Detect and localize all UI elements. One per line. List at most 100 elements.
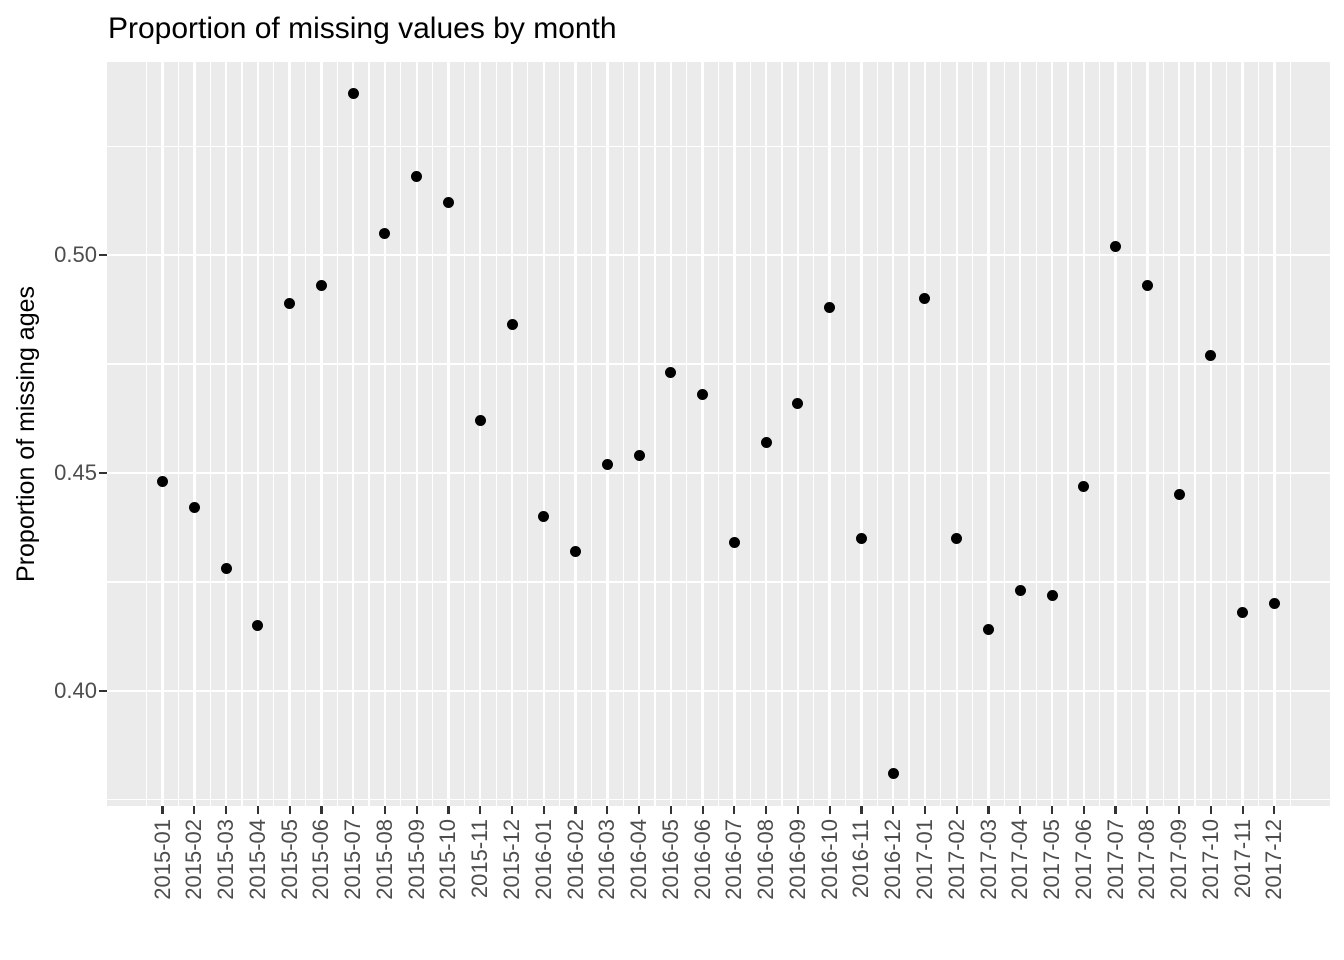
major-gridline-v bbox=[606, 62, 609, 806]
x-tick-label: 2015-06 bbox=[308, 819, 334, 900]
minor-gridline-v bbox=[1226, 62, 1228, 806]
x-tick-label: 2015-07 bbox=[340, 819, 366, 900]
data-point bbox=[887, 768, 899, 780]
x-axis-tick bbox=[765, 806, 768, 814]
data-point bbox=[188, 502, 200, 514]
y-tick-label: 0.45 bbox=[54, 460, 97, 485]
minor-gridline-v bbox=[590, 62, 593, 806]
minor-gridline-v bbox=[559, 62, 561, 806]
minor-gridline-v bbox=[717, 62, 720, 806]
x-axis-tick bbox=[1209, 806, 1212, 814]
x-axis-tick bbox=[415, 806, 418, 814]
minor-gridline-v bbox=[813, 62, 815, 806]
minor-gridline-v bbox=[749, 62, 751, 806]
x-axis-tick bbox=[1178, 806, 1181, 814]
x-tick-label: 2017-06 bbox=[1070, 819, 1096, 900]
major-gridline-v bbox=[351, 62, 355, 806]
x-axis-tick bbox=[256, 806, 259, 814]
minor-gridline-v bbox=[686, 62, 688, 806]
major-gridline-v bbox=[479, 62, 482, 806]
x-tick-label: 2016-01 bbox=[530, 819, 556, 900]
major-gridline-v bbox=[892, 62, 895, 806]
data-point bbox=[601, 458, 613, 470]
x-tick-label: 2016-06 bbox=[689, 819, 715, 900]
x-tick-label: 2016-11 bbox=[848, 819, 874, 899]
data-point bbox=[347, 88, 359, 100]
data-point bbox=[919, 293, 931, 305]
major-gridline-v bbox=[1177, 62, 1181, 806]
x-axis-tick bbox=[606, 806, 609, 814]
minor-gridline-v bbox=[400, 62, 402, 806]
x-axis-tick bbox=[288, 806, 291, 814]
major-gridline-v bbox=[1146, 62, 1149, 806]
data-point bbox=[951, 532, 963, 544]
data-point bbox=[824, 301, 836, 313]
x-tick-label: 2015-02 bbox=[181, 819, 207, 900]
data-point bbox=[633, 450, 645, 462]
data-point bbox=[411, 171, 423, 183]
x-tick-label: 2017-02 bbox=[943, 819, 969, 900]
major-gridline-v bbox=[1241, 62, 1244, 806]
major-gridline-v bbox=[224, 62, 228, 806]
data-point bbox=[1173, 489, 1185, 501]
major-gridline-v bbox=[669, 62, 673, 806]
x-tick-label: 2016-05 bbox=[657, 819, 683, 900]
minor-gridline-v bbox=[1035, 62, 1037, 806]
data-point bbox=[983, 624, 994, 636]
chart-title: Proportion of missing values by month bbox=[108, 12, 617, 45]
x-tick-label: 2016-04 bbox=[626, 819, 652, 900]
x-tick-label: 2015-03 bbox=[213, 819, 239, 900]
minor-gridline-v bbox=[527, 62, 529, 806]
data-point bbox=[1141, 280, 1153, 292]
major-gridline-v bbox=[161, 62, 164, 806]
x-axis-tick bbox=[510, 806, 514, 814]
x-axis-tick bbox=[860, 806, 863, 814]
minor-gridline-v bbox=[844, 62, 847, 806]
x-tick-label: 2017-04 bbox=[1007, 819, 1033, 900]
x-axis-tick bbox=[637, 806, 641, 814]
data-point bbox=[728, 537, 740, 549]
x-tick-label: 2015-09 bbox=[403, 819, 429, 900]
data-point bbox=[665, 367, 677, 379]
major-gridline-v bbox=[955, 62, 958, 806]
x-axis-tick bbox=[320, 806, 323, 814]
major-gridline-v bbox=[1273, 62, 1276, 806]
data-point bbox=[252, 620, 264, 632]
major-gridline-v bbox=[796, 62, 800, 806]
major-gridline-v bbox=[574, 62, 577, 806]
x-axis-tick bbox=[193, 806, 196, 814]
x-tick-label: 2016-03 bbox=[594, 819, 620, 900]
x-tick-label: 2015-04 bbox=[244, 819, 270, 900]
data-point bbox=[760, 436, 772, 448]
y-axis-tick bbox=[99, 689, 107, 693]
x-axis-tick bbox=[828, 806, 831, 814]
major-gridline-v bbox=[987, 62, 990, 806]
x-tick-label: 2015-12 bbox=[499, 819, 525, 900]
x-axis-tick bbox=[161, 806, 164, 814]
data-point bbox=[570, 545, 582, 557]
minor-gridline-v bbox=[1257, 62, 1260, 806]
x-axis-tick bbox=[352, 806, 355, 814]
x-axis-tick bbox=[542, 806, 545, 814]
data-point bbox=[315, 280, 327, 292]
major-gridline-v bbox=[193, 62, 196, 806]
x-axis-tick bbox=[479, 806, 482, 814]
x-tick-label: 2015-05 bbox=[276, 819, 302, 900]
data-point bbox=[855, 532, 867, 544]
data-point bbox=[1268, 598, 1280, 610]
data-point bbox=[506, 319, 518, 331]
major-gridline-v bbox=[510, 62, 514, 806]
x-axis-tick bbox=[701, 806, 704, 814]
x-tick-label: 2015-11 bbox=[467, 819, 493, 899]
major-gridline-v bbox=[1082, 62, 1085, 806]
y-axis-tick bbox=[99, 253, 107, 257]
minor-gridline-v bbox=[1130, 62, 1133, 806]
x-tick-label: 2016-12 bbox=[880, 819, 906, 900]
x-tick-label: 2016-02 bbox=[562, 819, 588, 900]
x-tick-label: 2017-08 bbox=[1134, 819, 1160, 900]
major-gridline-v bbox=[701, 62, 704, 806]
x-axis-tick bbox=[447, 806, 450, 814]
major-gridline-v bbox=[860, 62, 863, 806]
minor-gridline-v bbox=[273, 62, 275, 806]
x-axis-tick bbox=[225, 806, 228, 814]
